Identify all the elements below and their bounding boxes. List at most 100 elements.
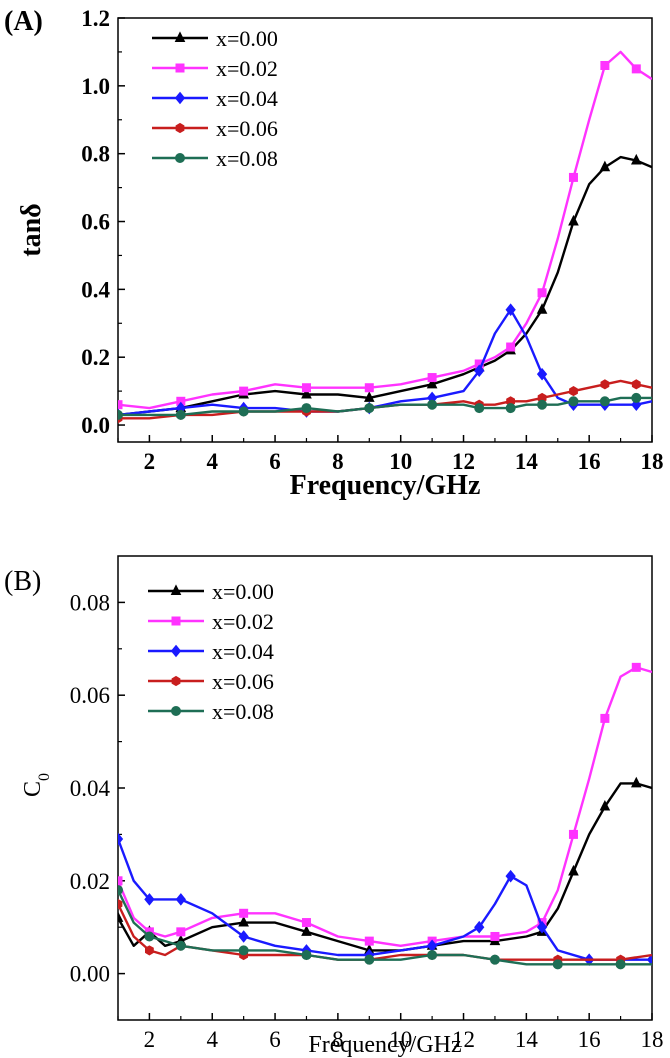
- data-point: [301, 950, 312, 961]
- data-point: [364, 403, 375, 414]
- x-tick-label: 6: [269, 1027, 281, 1052]
- data-point: [568, 214, 579, 226]
- data-point: [631, 379, 641, 390]
- x-tick-label: 10: [389, 1027, 412, 1052]
- data-point: [364, 383, 374, 393]
- x-tick-label: 14: [515, 1027, 539, 1052]
- series-x=0.00: [118, 776, 652, 955]
- data-point: [505, 403, 516, 414]
- series-x=0.02: [118, 50, 652, 410]
- data-point: [118, 898, 123, 910]
- series-x=0.00: [118, 153, 652, 419]
- x-axis-title: Frequency/GHz: [290, 470, 481, 501]
- data-point: [239, 386, 249, 396]
- legend-marker: [175, 122, 185, 134]
- x-tick-label: 16: [578, 449, 601, 474]
- plot-frame: [117, 17, 653, 443]
- data-point: [363, 391, 375, 402]
- data-point: [600, 60, 610, 70]
- data-point: [238, 930, 249, 943]
- data-point: [364, 954, 375, 965]
- x-tick-label: 14: [515, 449, 539, 474]
- legend-marker: [171, 616, 181, 626]
- legend-marker: [174, 31, 186, 42]
- legend-label: x=0.08: [212, 699, 274, 724]
- data-point: [175, 409, 186, 420]
- series-line: [118, 396, 652, 417]
- x-tick-label: 6: [269, 449, 281, 474]
- x-tick-label: 4: [206, 449, 218, 474]
- data-point: [238, 945, 249, 956]
- x-axis-title: Frequency/GHz: [308, 1032, 461, 1058]
- legend-label: x=0.06: [216, 116, 278, 141]
- series-x=0.04: [118, 832, 652, 966]
- legend-marker: [175, 63, 185, 73]
- data-point: [536, 303, 548, 314]
- data-point: [144, 893, 155, 906]
- data-point: [599, 396, 610, 407]
- y-axis-title: C0: [20, 773, 53, 797]
- data-point: [238, 406, 249, 417]
- data-point: [118, 911, 124, 922]
- y-tick-label: 0.00: [70, 962, 110, 987]
- panel-a: 2 4 6 8 10 12 14 16 18 0.0 0.2 0.4 0.6 0.8 1.0 1.2 (A) Fr…: [4, 6, 664, 501]
- plot-area: [118, 662, 652, 970]
- series-line: [118, 889, 652, 966]
- data-point: [536, 920, 548, 934]
- data-point: [569, 386, 578, 397]
- y-tick-label: 1.2: [81, 6, 110, 31]
- data-point: [600, 379, 610, 390]
- plot-area: [118, 50, 652, 424]
- data-point: [426, 377, 438, 389]
- data-point: [631, 392, 642, 403]
- y-axis-title: tanδ: [16, 203, 47, 256]
- y-axis-title-subscript: 0: [36, 773, 53, 781]
- data-point: [631, 662, 641, 672]
- data-point: [552, 959, 563, 970]
- data-point: [505, 303, 516, 317]
- data-point: [239, 908, 249, 918]
- data-point: [175, 940, 186, 951]
- series-line: [118, 308, 652, 417]
- series-line: [118, 838, 652, 961]
- data-point: [145, 945, 154, 956]
- data-point: [175, 893, 186, 906]
- legend-marker: [170, 644, 182, 658]
- x-tick-label: 18: [641, 1027, 664, 1052]
- data-point: [427, 950, 438, 961]
- x-tick-label: 2: [144, 1027, 156, 1052]
- data-point: [631, 64, 641, 74]
- legend-label: x=0.02: [216, 56, 278, 81]
- legend-marker: [174, 91, 186, 105]
- data-point: [118, 832, 124, 846]
- series-line: [118, 666, 652, 947]
- series-line: [118, 50, 652, 410]
- x-tick-label: 8: [332, 449, 344, 474]
- y-tick-label: 0.0: [81, 413, 110, 438]
- x-tick-label: 4: [206, 1027, 218, 1052]
- data-point: [568, 829, 578, 839]
- data-point: [600, 713, 610, 723]
- y-tick-label: 0.06: [70, 683, 110, 708]
- data-point: [118, 876, 123, 886]
- legend-label: x=0.00: [212, 579, 274, 604]
- x-tick-label: 2: [144, 449, 156, 474]
- data-point: [599, 799, 611, 811]
- data-point: [301, 403, 312, 414]
- y-tick-label: 0.8: [81, 142, 110, 167]
- data-point: [144, 931, 155, 942]
- series-x=0.02: [118, 662, 652, 947]
- x-tick-label: 12: [452, 449, 475, 474]
- legend-label: x=0.04: [216, 86, 278, 111]
- y-tick-label: 0.4: [81, 277, 110, 302]
- y-tick-label: 0.04: [70, 776, 111, 801]
- data-point: [238, 915, 249, 927]
- data-point: [599, 160, 611, 172]
- legend-marker: [171, 675, 181, 687]
- y-tick-label: 1.0: [81, 74, 110, 99]
- data-point: [537, 399, 548, 410]
- x-tick-label: 8: [332, 1027, 344, 1052]
- data-point: [615, 959, 626, 970]
- y-tick-label: 0.02: [70, 869, 110, 894]
- data-point: [490, 931, 500, 941]
